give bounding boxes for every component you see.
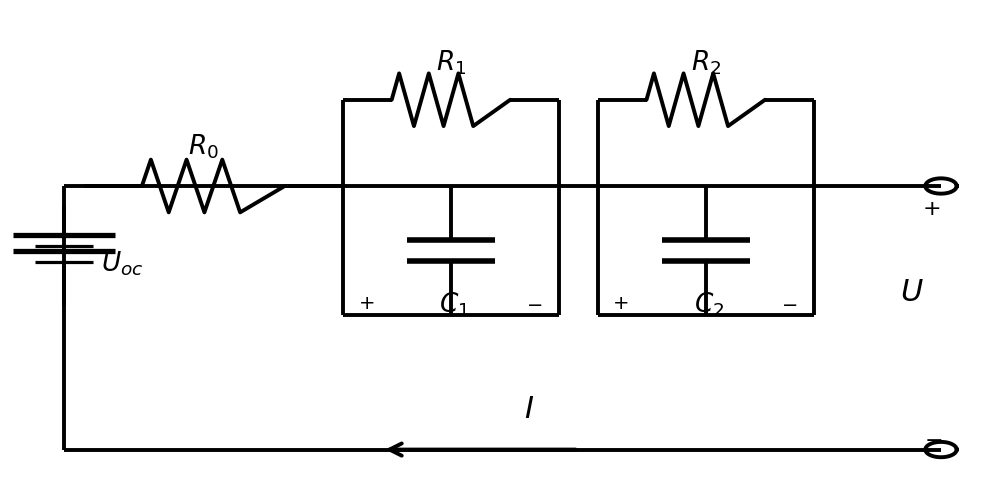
Text: $-$: $-$ [781, 295, 797, 313]
Text: $C_1$: $C_1$ [439, 289, 469, 318]
Text: $C_2$: $C_2$ [694, 289, 724, 318]
Text: $+$: $+$ [922, 197, 940, 219]
Text: $-$: $-$ [526, 295, 542, 313]
Text: $I$: $I$ [524, 393, 534, 425]
Text: $R_0$: $R_0$ [188, 132, 218, 160]
Text: $+$: $+$ [358, 295, 374, 313]
Text: $R_1$: $R_1$ [436, 48, 466, 77]
Text: $-$: $-$ [924, 427, 942, 448]
Text: $U_{oc}$: $U_{oc}$ [101, 249, 144, 277]
Text: $R_2$: $R_2$ [691, 48, 721, 77]
Text: $U$: $U$ [900, 276, 923, 307]
Text: $+$: $+$ [612, 295, 629, 313]
